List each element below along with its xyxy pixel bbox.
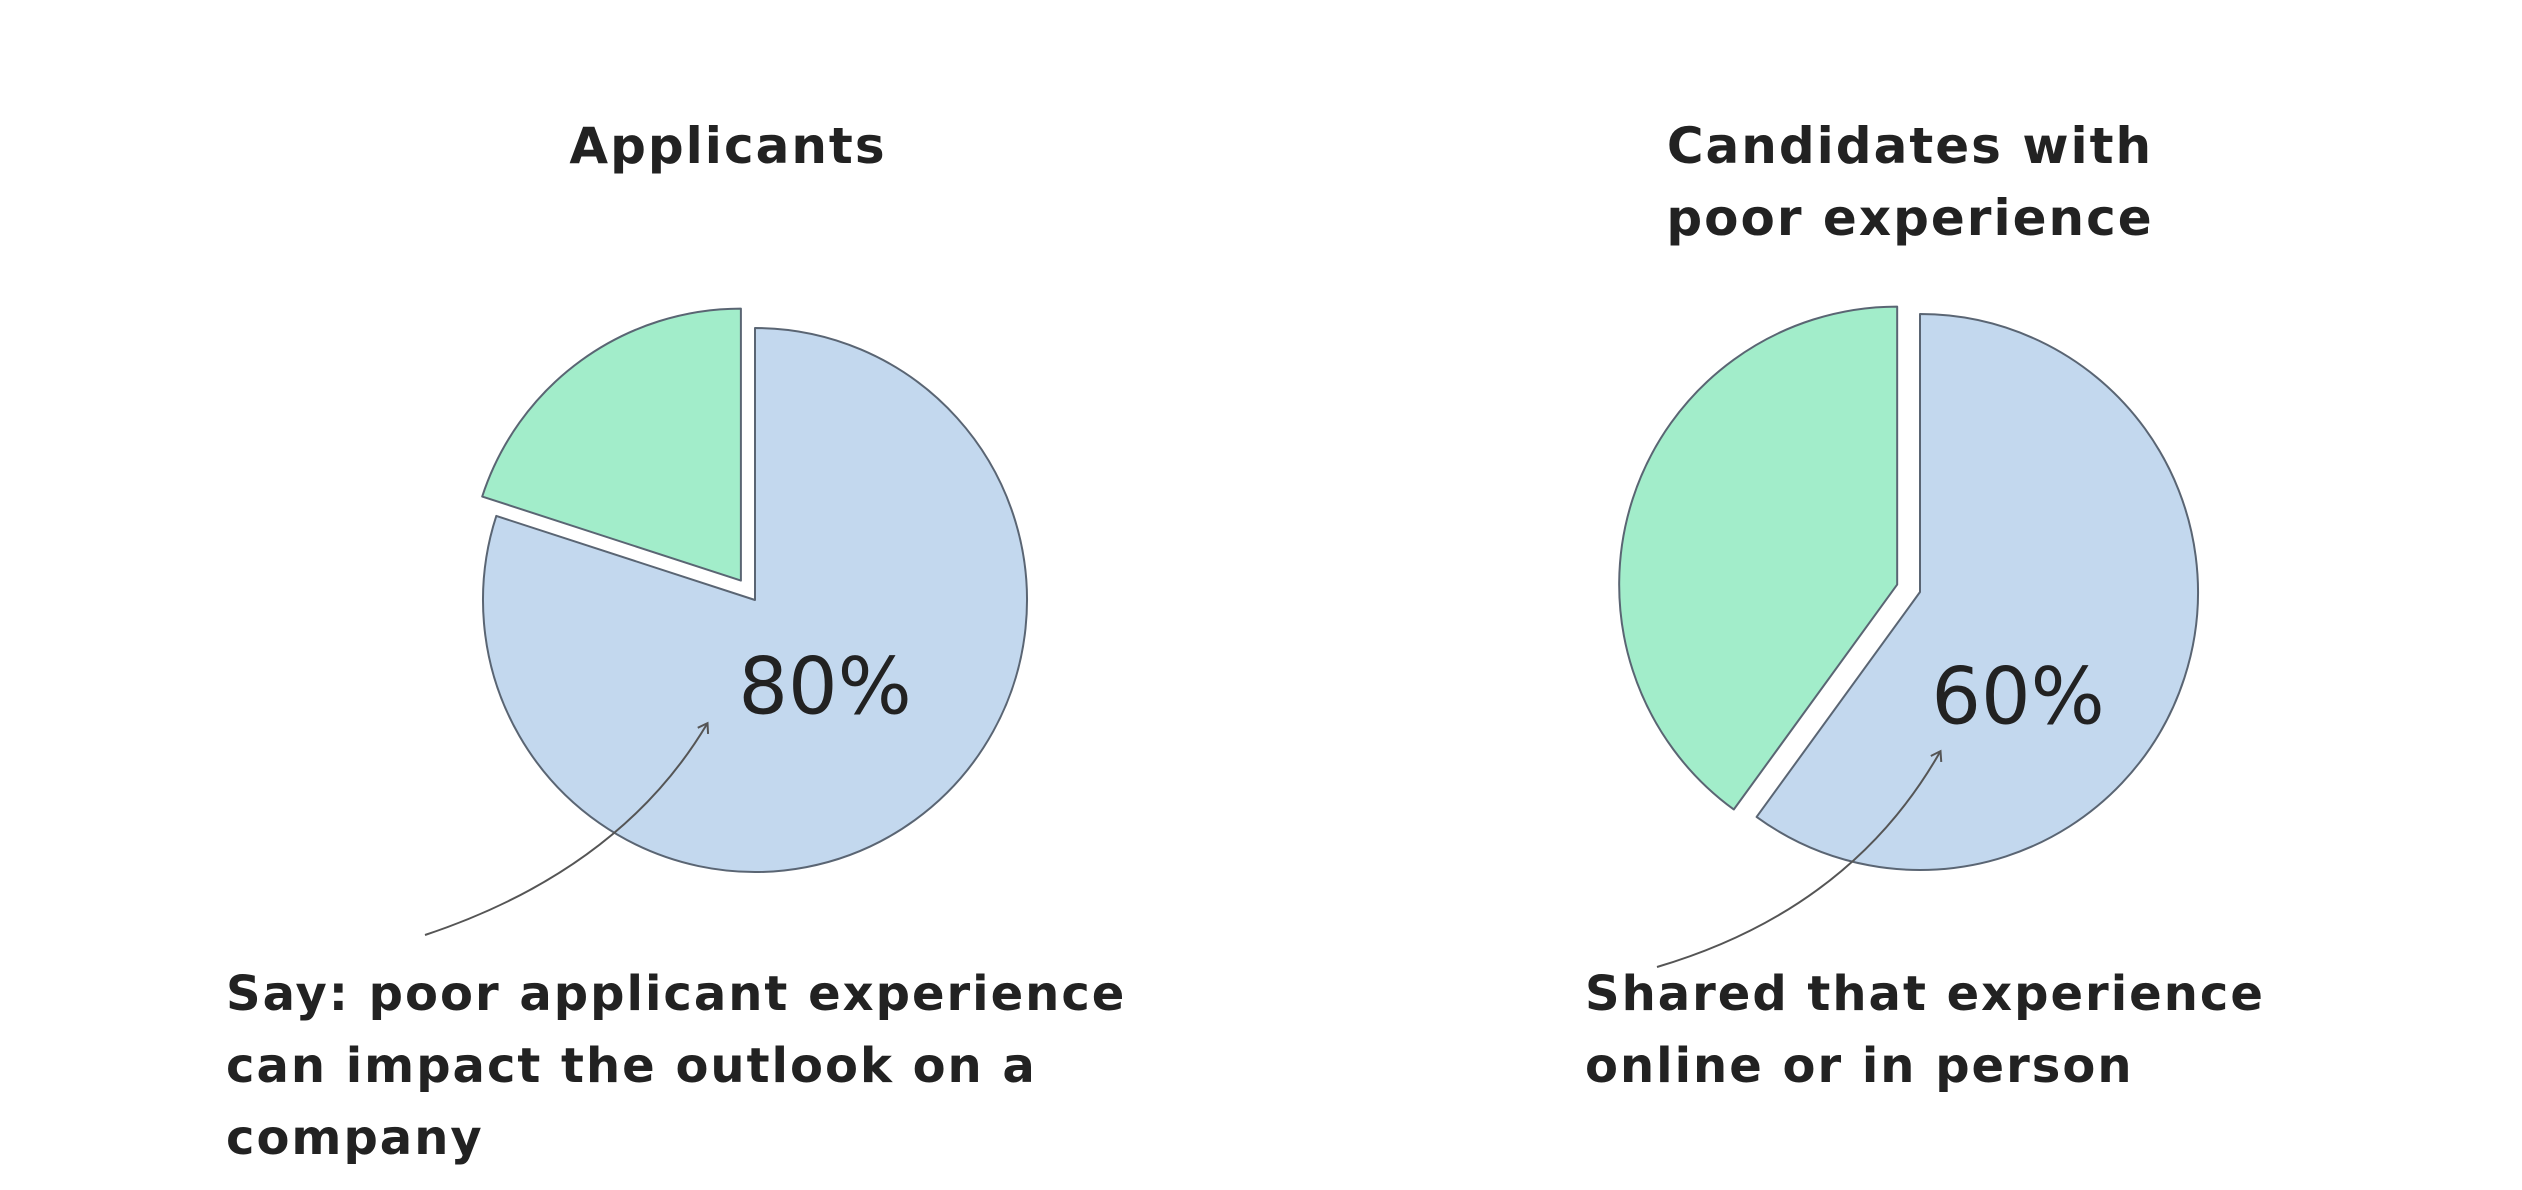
chart-title: Applicants bbox=[569, 117, 887, 175]
annotation-arrow bbox=[424, 721, 710, 936]
annotation-arrow bbox=[1656, 749, 1943, 968]
pie-slice bbox=[481, 307, 742, 582]
pie-slice bbox=[482, 327, 1028, 873]
value-label: 80% bbox=[738, 642, 911, 732]
value-label: 60% bbox=[1931, 652, 2104, 742]
annotation: Shared that experience online or in pers… bbox=[1585, 966, 2265, 1094]
pie-slice bbox=[1618, 305, 1899, 811]
pie-slice bbox=[1755, 313, 2199, 871]
chart-title: Candidates with poor experience bbox=[1666, 117, 2154, 247]
annotation: Say: poor applicant experience can impac… bbox=[226, 966, 1127, 1166]
